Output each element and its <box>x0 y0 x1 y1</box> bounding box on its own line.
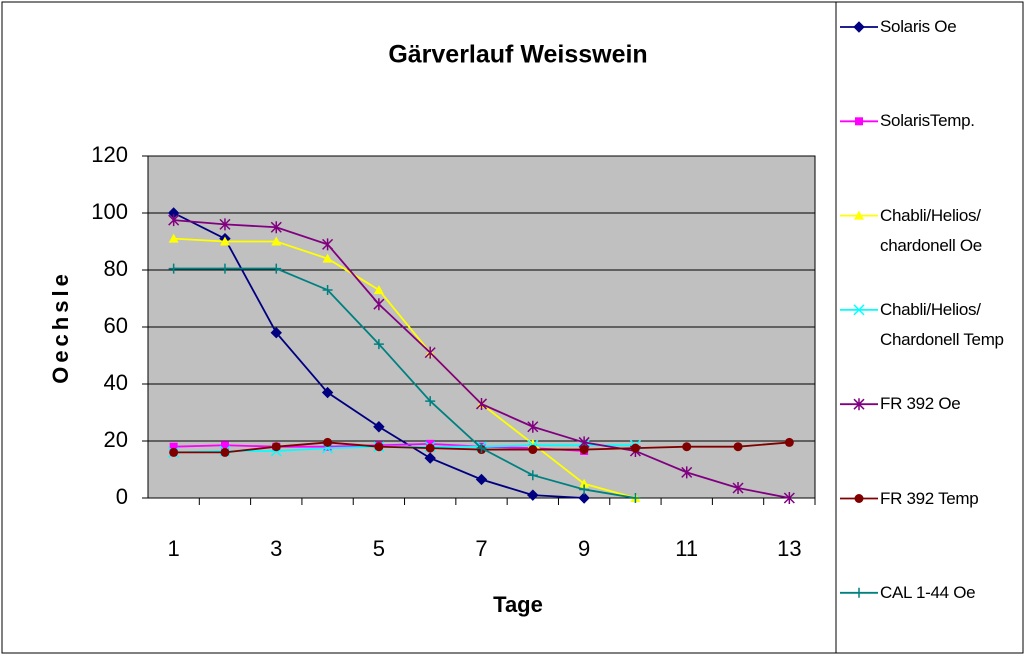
marker <box>579 478 590 488</box>
legend-label: FR 392 Temp <box>880 488 979 508</box>
marker <box>424 452 436 464</box>
marker <box>168 233 179 243</box>
x-tick-label: 1 <box>168 536 180 561</box>
marker <box>476 443 487 454</box>
y-tick-label: 20 <box>104 427 128 452</box>
marker <box>475 397 488 410</box>
marker <box>373 421 385 433</box>
marker <box>373 339 384 350</box>
marker <box>579 484 590 495</box>
y-tick-label: 60 <box>104 313 128 338</box>
marker <box>854 494 864 503</box>
marker <box>271 263 282 274</box>
marker <box>219 263 230 274</box>
marker <box>681 466 693 479</box>
marker <box>270 326 282 339</box>
y-tick-label: 120 <box>91 142 128 167</box>
x-axis-label: Tage <box>493 592 543 617</box>
x-tick-label: 7 <box>475 536 487 561</box>
series-line <box>173 237 636 499</box>
marker <box>732 482 744 495</box>
marker <box>527 489 539 501</box>
marker <box>374 442 384 452</box>
legend-label: FR 392 Oe <box>880 394 961 414</box>
marker <box>578 492 590 504</box>
marker <box>169 447 179 457</box>
marker <box>854 587 864 598</box>
series-line <box>173 267 636 499</box>
marker <box>424 346 436 359</box>
marker <box>321 386 334 399</box>
marker <box>322 253 333 263</box>
y-tick-label: 40 <box>104 370 128 395</box>
marker <box>220 447 230 457</box>
marker <box>220 441 229 450</box>
y-axis-label: Oechsle <box>48 270 73 384</box>
marker <box>271 236 282 246</box>
marker <box>854 210 864 220</box>
marker <box>528 445 538 455</box>
marker <box>855 117 863 126</box>
marker <box>783 492 795 504</box>
y-tick-label: 80 <box>104 256 128 281</box>
marker <box>853 398 865 411</box>
marker <box>527 420 539 433</box>
marker <box>322 238 334 251</box>
marker <box>219 236 230 246</box>
marker <box>168 263 179 274</box>
marker <box>630 493 641 503</box>
marker <box>169 442 178 451</box>
marker <box>425 443 435 453</box>
legend-label: Chabli/Helios/ Chardonell Temp <box>880 299 1004 349</box>
x-tick-label: 13 <box>777 536 801 561</box>
marker <box>425 396 436 407</box>
marker <box>527 470 538 481</box>
marker <box>733 442 743 452</box>
legend-label: CAL 1-44 Oe <box>880 582 976 602</box>
chart-title: Gärverlauf Weisswein <box>388 41 647 69</box>
marker <box>579 445 589 455</box>
marker <box>682 442 692 452</box>
marker <box>271 442 281 452</box>
marker <box>219 218 231 231</box>
legend-label: Chabli/Helios/ chardonell Oe <box>880 205 982 255</box>
marker <box>853 304 865 316</box>
marker <box>270 221 282 234</box>
marker <box>373 284 384 294</box>
legend-label: SolarisTemp. <box>880 111 975 131</box>
x-tick-label: 3 <box>270 536 282 561</box>
marker <box>475 473 488 486</box>
x-tick-label: 5 <box>373 536 385 561</box>
marker <box>322 284 333 295</box>
marker <box>853 21 865 33</box>
x-tick-label: 11 <box>675 536 698 561</box>
marker <box>784 437 794 447</box>
marker <box>168 214 180 227</box>
y-tick-label: 0 <box>116 484 128 509</box>
y-tick-label: 100 <box>91 199 128 224</box>
marker <box>323 437 333 447</box>
legend-label: Solaris Oe <box>880 17 957 36</box>
marker <box>373 298 385 311</box>
x-tick-label: 9 <box>578 536 590 561</box>
marker <box>630 443 640 453</box>
